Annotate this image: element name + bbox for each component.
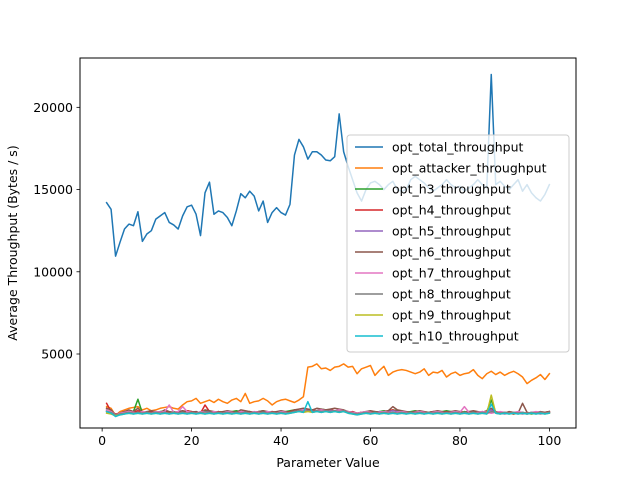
y-axis-label: Average Throughput (Bytes / s) [5, 145, 20, 340]
legend-label: opt_attacker_throughput [392, 161, 547, 176]
series-line-opt_h8_throughput [105, 409, 551, 416]
y-tick-label: 5000 [41, 347, 73, 362]
series-line-opt_h6_throughput [105, 402, 551, 416]
legend-label: opt_h10_throughput [392, 329, 519, 344]
y-axis: 5000 10000 15000 20000 [33, 100, 80, 362]
axes-frame [79, 57, 577, 429]
x-tick-label: 0 [98, 433, 106, 448]
legend-label: opt_h9_throughput [392, 308, 511, 323]
legend-label: opt_h3_throughput [392, 182, 511, 197]
y-tick-label: 15000 [33, 182, 73, 197]
legend-label: opt_h4_throughput [392, 203, 511, 218]
legend-label: opt_total_throughput [392, 140, 524, 155]
x-tick-label: 40 [273, 433, 289, 448]
series-layer [105, 73, 551, 418]
legend-label: opt_h7_throughput [392, 266, 511, 281]
series-line-opt_h10_throughput [105, 400, 551, 418]
series-line-opt_attacker_throughput [105, 363, 551, 417]
y-tick-label: 10000 [33, 264, 73, 279]
x-axis-label: Parameter Value [276, 455, 380, 470]
legend-label: opt_h6_throughput [392, 245, 511, 260]
x-tick-label: 60 [363, 433, 379, 448]
legend-label: opt_h5_throughput [392, 224, 511, 239]
x-tick-label: 100 [537, 433, 561, 448]
legend-box [346, 134, 570, 353]
legend-label: opt_h8_throughput [392, 287, 511, 302]
x-tick-label: 20 [184, 433, 200, 448]
x-tick-label: 80 [452, 433, 468, 448]
x-axis: 0 20 40 60 80 100 [98, 428, 561, 448]
legend: opt_total_throughput opt_attacker_through… [346, 134, 570, 353]
y-tick-label: 20000 [33, 100, 73, 115]
